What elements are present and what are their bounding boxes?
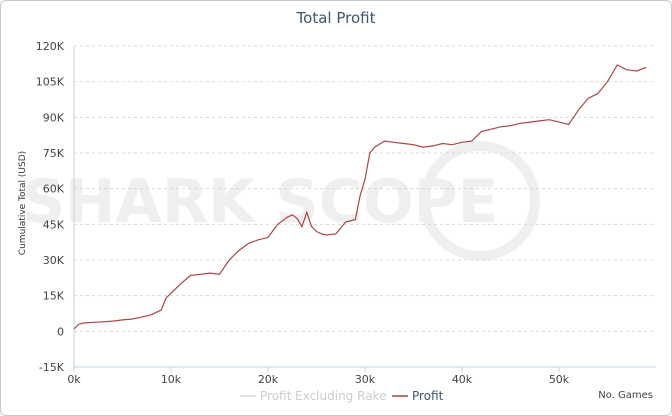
y-axis-title: Cumulative Total (USD) (18, 151, 28, 255)
x-tick-label: 20k (258, 373, 279, 386)
y-tick-label: 15K (43, 290, 65, 303)
watermark-scope-circle (420, 141, 540, 261)
y-tick-label: 45K (43, 218, 65, 231)
watermark-text: SHARK SCOPE (22, 167, 499, 237)
x-tick-label: 40k (452, 373, 473, 386)
y-tick-label: 105K (36, 76, 65, 89)
y-tick-label: -15K (39, 361, 65, 374)
legend-item-label[interactable]: Profit Excluding Rake (260, 389, 386, 403)
y-tick-label: 60K (43, 183, 65, 196)
y-tick-label: 30K (43, 254, 65, 267)
legend-item-label[interactable]: Profit (412, 389, 444, 403)
watermark: SHARK SCOPE (22, 141, 540, 261)
x-tick-label: 10k (161, 373, 182, 386)
series-line-profit (73, 64, 647, 330)
x-tick-label: 50k (549, 373, 570, 386)
y-tick-label: 75K (43, 147, 65, 160)
x-tick-label: 0k (67, 373, 81, 386)
y-tick-label: 120K (36, 40, 65, 53)
chart-title: Total Profit (296, 9, 376, 27)
y-tick-label: 90K (43, 111, 65, 124)
y-tick-label: 0 (57, 325, 64, 338)
x-tick-label: 30k (355, 373, 376, 386)
x-axis-title: No. Games (598, 390, 653, 401)
